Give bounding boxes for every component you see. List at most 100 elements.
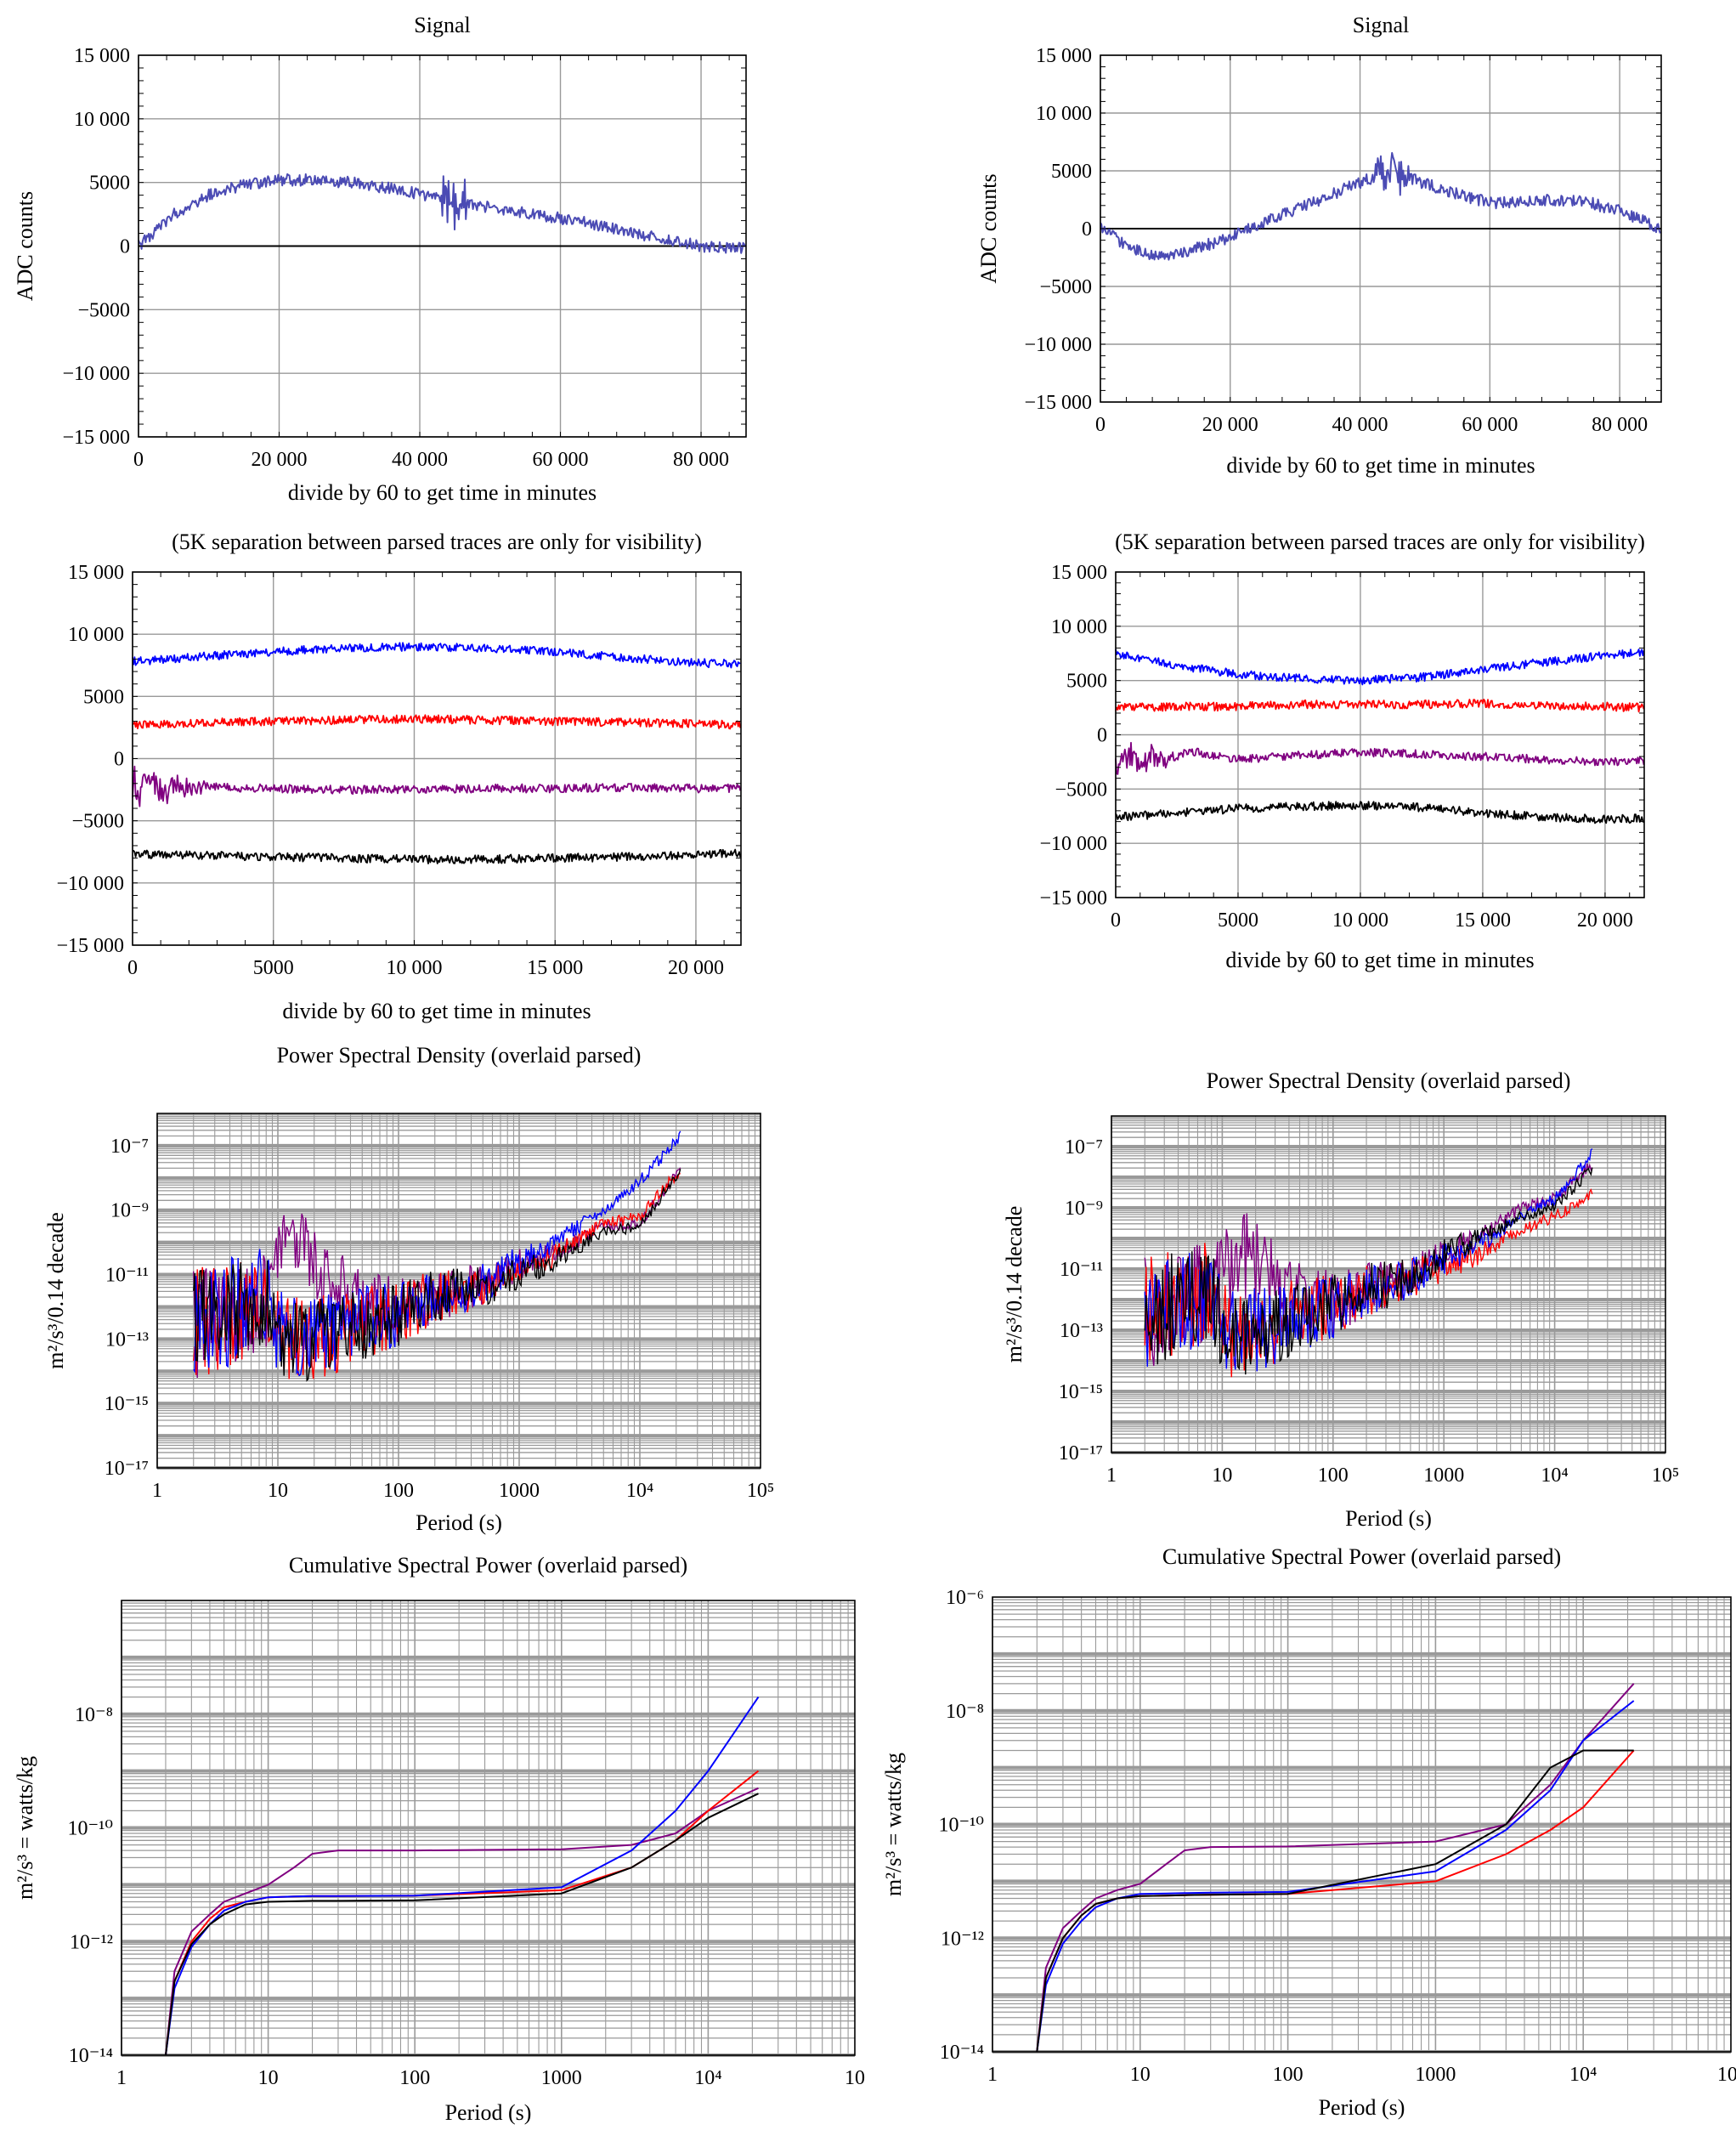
signal-right-x-label: divide by 60 to get time in minutes: [1226, 453, 1535, 478]
parsed-right-x-tick-label: 5000: [1218, 909, 1258, 932]
cum-right-y-tick-label: 10⁻¹²: [941, 1928, 984, 1950]
cum-right-title: Cumulative Spectral Power (overlaid pars…: [1162, 1544, 1561, 1569]
signal-right-y-tick-label: −10 000: [1024, 334, 1092, 356]
psd-right-x-tick-label: 10: [1212, 1464, 1232, 1487]
parsed-right-series-0: [1115, 649, 1645, 686]
parsed-left-x-tick-label: 15 000: [527, 957, 583, 979]
cum-right-x-tick-label: 100: [1273, 2064, 1303, 2086]
cum-right-series-2: [1036, 1700, 1635, 2053]
parsed-left-x-tick-label: 20 000: [668, 957, 724, 979]
parsed-left-grid: [132, 571, 741, 946]
psd-right-x-label: Period (s): [1345, 1506, 1432, 1531]
parsed-right-y-tick-label: −10 000: [1039, 833, 1107, 855]
signal-right-y-tick-label: 10 000: [1036, 103, 1092, 125]
cum-left-frame: [121, 1600, 856, 2056]
signal-right-y-tick-label: 15 000: [1036, 45, 1092, 67]
cum-right-chart: 1 10 100 1000 10⁴ 10⁵ 10⁻¹⁴ 10⁻¹² 10⁻¹⁰ 10⁻⁸ 10⁻⁶ C…: [881, 1544, 1736, 2120]
cum-left-x-tick-label: 1000: [541, 2067, 582, 2089]
psd-left-x-tick-label: 10: [268, 1480, 288, 1502]
cum-left-y-tick-label: 10⁻⁸: [75, 1704, 113, 1726]
psd-left-frame: [156, 1113, 761, 1469]
psd-right-y-tick-label: 10⁻⁹: [1065, 1198, 1103, 1220]
psd-right-y-tick-label: 10⁻¹¹: [1060, 1259, 1103, 1281]
parsed-left-series-2: [132, 765, 742, 807]
psd-right-grid: [1111, 1116, 1665, 1454]
cum-left-title: Cumulative Spectral Power (overlaid pars…: [289, 1553, 687, 1578]
psd-right-title: Power Spectral Density (overlaid parsed): [1207, 1068, 1571, 1093]
psd-right-y-tick-label: 10⁻¹⁷: [1059, 1442, 1103, 1464]
parsed-right-x-tick-label: 20 000: [1577, 909, 1633, 932]
cum-right-x-tick-label: 1000: [1415, 2064, 1456, 2086]
signal-left-x-tick-label: 40 000: [392, 449, 448, 471]
psd-left-x-tick-label: 1: [152, 1480, 162, 1502]
cum-left-x-tick-label: 10: [845, 2067, 865, 2089]
psd-left-x-tick-label: 1000: [499, 1480, 540, 1502]
parsed-left-series-1: [132, 714, 742, 730]
signal-left-title: Signal: [414, 13, 470, 37]
cum-right-y-tick-label: 10⁻⁶: [946, 1587, 984, 1609]
signal-right-y-tick-label: −5000: [1039, 276, 1092, 298]
signal-right-x-tick-label: 60 000: [1462, 414, 1518, 436]
cum-left-x-tick-label: 1: [116, 2067, 127, 2089]
signal-right-y-tick-label: 5000: [1051, 161, 1092, 183]
psd-left-grid: [156, 1113, 761, 1470]
parsed-left-y-tick-label: 15 000: [68, 562, 124, 584]
psd-left-x-label: Period (s): [416, 1510, 502, 1535]
parsed-right-y-tick-label: −15 000: [1039, 887, 1107, 909]
cum-left-y-label: m²/s³ = watts/kg: [13, 1756, 37, 1900]
psd-left-y-tick-label: 10⁻⁹: [110, 1200, 149, 1222]
signal-right-y-label: ADC counts: [976, 173, 1001, 283]
cum-left-series-0: [165, 1787, 759, 2056]
cum-right-y-tick-label: 10⁻¹⁴: [940, 2042, 984, 2064]
signal-left-y-tick-label: 0: [120, 236, 130, 258]
signal-right-y-tick-label: −15 000: [1024, 392, 1092, 414]
psd-right-x-tick-label: 10⁵: [1652, 1464, 1679, 1487]
cum-left-x-tick-label: 100: [399, 2067, 430, 2089]
cum-left-grid: [121, 1600, 855, 2057]
psd-right-y-label: m²/s³/0.14 decade: [1002, 1206, 1026, 1363]
cum-left-y-tick-label: 10⁻¹⁰: [68, 1818, 113, 1840]
parsed-left-x-tick-label: 5000: [253, 957, 294, 979]
signal-left-y-tick-label: −15 000: [62, 427, 130, 449]
parsed-right-x-tick-label: 15 000: [1455, 909, 1511, 932]
parsed-right-y-tick-label: 15 000: [1051, 562, 1107, 584]
cum-left-chart: 1 10 100 1000 10⁴ 10 10⁻¹⁴ 10⁻¹² 10⁻¹⁰ 10⁻⁸ Cumula…: [13, 1553, 865, 2125]
psd-right-chart: 1 10 100 1000 10⁴ 10⁵ 10⁻¹⁷ 10⁻¹⁵ 10⁻¹³ 10⁻¹¹ 10⁻⁹…: [1002, 1068, 1679, 1531]
signal-left-x-tick-label: 60 000: [533, 449, 589, 471]
psd-right-x-tick-label: 1000: [1423, 1464, 1464, 1487]
signal-left-y-label: ADC counts: [13, 191, 37, 301]
psd-left-title: Power Spectral Density (overlaid parsed): [277, 1043, 642, 1068]
parsed-right-y-tick-label: −5000: [1055, 779, 1107, 801]
cum-right-x-tick-label: 10⁴: [1569, 2064, 1597, 2086]
signal-right-x-tick-label: 80 000: [1592, 414, 1648, 436]
signal-left-x-tick-label: 80 000: [673, 449, 729, 471]
cum-left-x-tick-label: 10: [258, 2067, 279, 2089]
cum-right-x-tick-label: 1: [987, 2064, 998, 2086]
psd-right-x-tick-label: 10⁴: [1541, 1464, 1568, 1487]
signal-left-chart: 0 20 000 40 000 60 000 80 000 −15 000 −10 000 −…: [13, 13, 747, 505]
parsed-right-y-tick-label: 0: [1097, 725, 1107, 747]
signal-left-y-tick-label: −10 000: [62, 363, 130, 385]
psd-left-y-tick-label: 10⁻¹¹: [105, 1265, 149, 1287]
parsed-left-y-tick-label: −15 000: [56, 935, 124, 957]
signal-left-x-tick-label: 20 000: [252, 449, 308, 471]
parsed-right-x-label: divide by 60 to get time in minutes: [1225, 948, 1534, 972]
signal-left-series-0: [138, 173, 746, 254]
signal-left-y-tick-label: 15 000: [74, 45, 130, 67]
parsed-left-y-tick-label: 5000: [83, 686, 124, 708]
cum-right-grid: [992, 1597, 1731, 2054]
parsed-left-y-tick-label: −10 000: [56, 873, 124, 895]
psd-left-y-tick-label: 10⁻⁷: [110, 1136, 149, 1158]
cum-left-y-tick-label: 10⁻¹⁴: [69, 2045, 113, 2067]
psd-right-y-tick-label: 10⁻⁷: [1065, 1136, 1103, 1158]
parsed-right-series-1: [1115, 699, 1645, 713]
cum-right-frame: [992, 1596, 1732, 2053]
parsed-left-y-tick-label: −5000: [71, 811, 124, 833]
signal-right-x-tick-label: 20 000: [1202, 414, 1258, 436]
psd-right-x-tick-label: 1: [1106, 1464, 1117, 1487]
psd-right-y-tick-label: 10⁻¹³: [1060, 1320, 1103, 1342]
psd-left-x-tick-label: 100: [383, 1480, 414, 1502]
psd-left-y-tick-label: 10⁻¹³: [105, 1328, 149, 1351]
parsed-right-x-tick-label: 10 000: [1332, 909, 1388, 932]
